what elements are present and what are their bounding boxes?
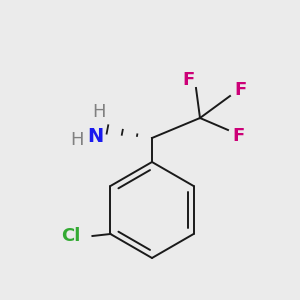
Text: N: N [87, 127, 103, 146]
Text: H: H [92, 103, 106, 121]
Text: H: H [70, 131, 84, 149]
Text: F: F [232, 127, 244, 145]
Text: F: F [234, 81, 246, 99]
Text: F: F [182, 71, 194, 89]
Text: Cl: Cl [61, 227, 80, 245]
